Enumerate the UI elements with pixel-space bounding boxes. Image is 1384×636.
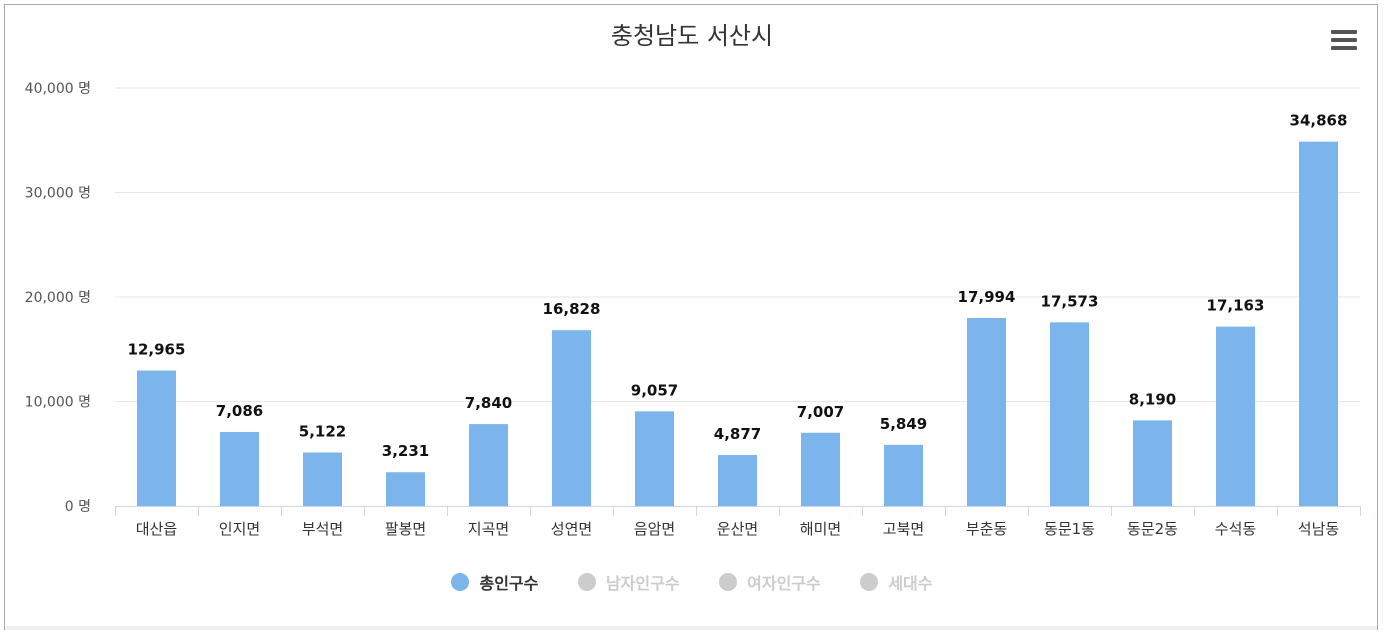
data-label: 7,086 (216, 402, 263, 420)
chart-legend: 총인구수 남자인구수 여자인구수 세대수 (0, 570, 1384, 594)
data-label: 34,868 (1290, 112, 1348, 130)
hamburger-menu-icon-line (1331, 46, 1357, 50)
legend-dot-icon (860, 573, 879, 591)
bar (635, 411, 674, 506)
y-tick-label: 0 명 (65, 499, 91, 515)
hamburger-menu-icon-line (1331, 38, 1357, 42)
legend-label: 세대수 (888, 574, 933, 593)
data-label: 17,573 (1041, 292, 1099, 310)
data-label: 9,057 (631, 381, 678, 399)
bar-chart-plot: 0 명 10,000 명 20,000 명 30,000 명 40,000 명 12,96… (25, 81, 1361, 538)
y-tick-label: 20,000 명 (25, 290, 91, 306)
data-label: 5,122 (299, 422, 346, 440)
y-tick-label: 10,000 명 (25, 395, 91, 411)
x-tick-label: 석남동 (1298, 520, 1340, 538)
legend-item-female-population[interactable]: 여자인구수 (719, 570, 821, 594)
data-label: 17,163 (1207, 297, 1265, 315)
x-tick-label: 부춘동 (966, 520, 1008, 538)
data-label: 3,231 (382, 442, 429, 460)
bar (220, 431, 259, 506)
bottom-strip (5, 626, 1377, 630)
x-tick-label: 인지면 (219, 520, 260, 538)
chart-title: 충청남도 서산시 (610, 22, 774, 50)
data-label: 7,007 (797, 403, 844, 421)
x-tick-label: 팔봉면 (385, 520, 426, 538)
bar (303, 452, 342, 506)
x-tick-label: 지곡면 (468, 520, 509, 538)
bar (469, 424, 508, 506)
legend-label: 총인구수 (479, 574, 539, 593)
y-tick-label: 40,000 명 (25, 81, 91, 97)
legend-item-total-population[interactable]: 총인구수 (451, 570, 538, 594)
bar (1299, 141, 1338, 506)
x-tick-label: 고북면 (883, 520, 924, 538)
x-tick-label: 부석면 (302, 520, 343, 538)
x-tick-label: 대산읍 (136, 520, 177, 538)
x-tick-label: 동문1동 (1044, 520, 1095, 538)
x-tick-label: 성연면 (551, 520, 592, 538)
data-label: 16,828 (543, 300, 601, 318)
data-label: 5,849 (880, 415, 927, 433)
chart-container (4, 4, 1378, 630)
legend-dot-icon (577, 573, 596, 591)
bar (801, 432, 840, 506)
chart-menu-button[interactable] (1326, 26, 1360, 56)
legend-dot-icon (719, 573, 738, 591)
bar (386, 472, 425, 506)
bar (967, 317, 1006, 506)
bar (552, 330, 591, 506)
y-tick-label: 30,000 명 (25, 186, 91, 202)
data-label: 7,840 (465, 394, 512, 412)
x-tick-label: 동문2동 (1127, 520, 1178, 538)
hamburger-menu-icon (1331, 30, 1357, 34)
x-tick-label: 음암면 (634, 520, 675, 538)
bar (1050, 322, 1089, 506)
legend-item-male-population[interactable]: 남자인구수 (577, 570, 680, 594)
legend-label: 남자인구수 (605, 574, 680, 593)
x-tick-label: 수석동 (1215, 520, 1257, 538)
bar (1216, 326, 1255, 506)
data-label: 8,190 (1129, 390, 1176, 408)
data-label: 4,877 (714, 425, 761, 443)
bar (718, 455, 757, 506)
x-tick-label: 해미면 (800, 520, 841, 538)
x-tick-label: 운산면 (717, 520, 758, 538)
legend-item-households[interactable]: 세대수 (860, 570, 933, 594)
bar (884, 444, 923, 506)
legend-label: 여자인구수 (747, 574, 821, 593)
data-label: 12,965 (128, 341, 186, 359)
bar (1133, 420, 1172, 506)
data-label: 17,994 (958, 288, 1016, 306)
legend-dot-icon (451, 573, 470, 591)
bar (137, 370, 176, 506)
